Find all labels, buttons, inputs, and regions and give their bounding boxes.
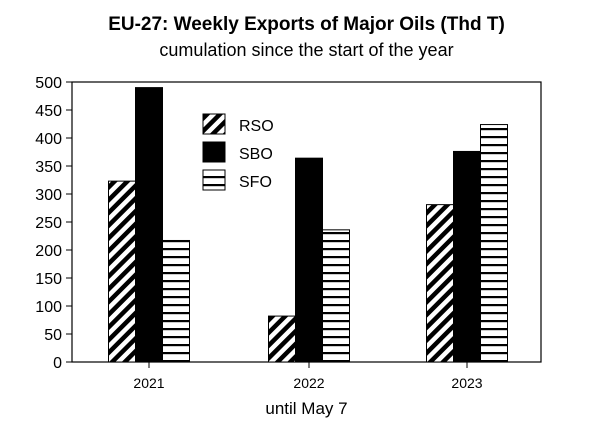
chart-subtitle: cumulation since the start of the year [159,40,454,60]
y-tick-label: 450 [35,103,62,120]
bar-sfo-2021 [162,239,190,363]
bar-rso-2023 [426,204,454,363]
y-tick-label: 500 [35,75,62,92]
bar-sbo-2023 [453,150,481,363]
bar-sbo-2021 [135,87,163,363]
y-tick-label: 150 [35,271,62,288]
legend-label-sbo: SBO [239,146,273,163]
bar-rso-2022 [268,315,296,363]
x-tick-label: 2022 [293,375,324,391]
chart-title: EU-27: Weekly Exports of Major Oils (Thd… [108,14,505,35]
y-tick-label: 400 [35,131,62,148]
x-axis-label: until May 7 [265,399,348,418]
y-tick-label: 100 [35,299,62,316]
legend-swatch-rso [202,113,226,135]
y-tick-label: 250 [35,215,62,232]
bar-sfo-2023 [480,124,508,363]
bar-sbo-2022 [295,157,323,363]
y-tick-label: 200 [35,243,62,260]
legend-label-rso: RSO [239,118,274,135]
x-tick-label: 2021 [133,375,164,391]
y-tick-label: 0 [53,355,62,372]
y-tick-label: 50 [44,327,62,344]
x-tick-label: 2023 [451,375,482,391]
legend-swatch-sbo [202,141,226,163]
legend-label-sfo: SFO [239,174,272,191]
bar-sfo-2022 [322,229,350,363]
bar-rso-2021 [108,180,136,363]
y-tick-label: 350 [35,159,62,176]
legend-swatch-sfo [202,169,226,191]
y-tick-label: 300 [35,187,62,204]
